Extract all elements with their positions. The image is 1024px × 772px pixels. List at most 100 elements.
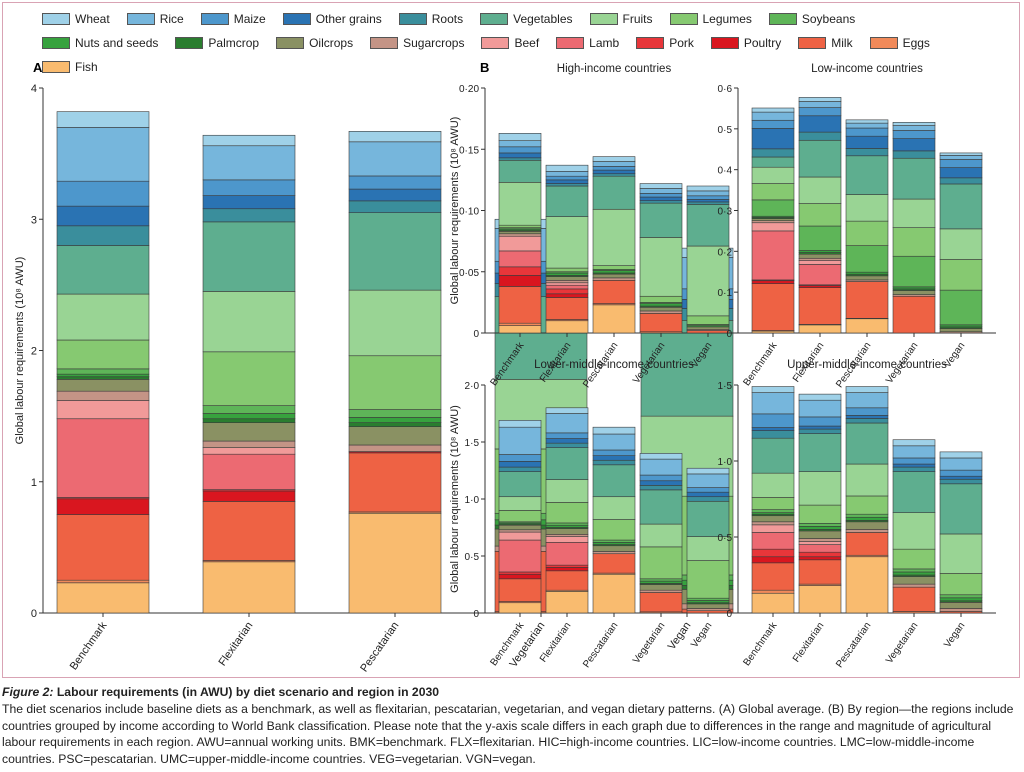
bar-segment (892, 457, 936, 465)
bar-segment (348, 422, 442, 427)
bar-segment (686, 315, 730, 325)
bar-segment (348, 141, 442, 177)
bar-segment (498, 578, 542, 602)
bar-segment (798, 538, 842, 542)
bar-segment (498, 602, 542, 614)
bar-segment (845, 245, 889, 273)
legend-item: Rice (126, 10, 184, 27)
bar-segment (639, 580, 683, 584)
bar-segment (892, 255, 936, 288)
bar-segment (202, 501, 296, 561)
bar-segment (545, 179, 589, 184)
bar-segment (939, 573, 983, 596)
y-tick-label: 0·3 (718, 207, 733, 218)
y-tick-label: 0·5 (718, 125, 733, 136)
bar-segment (348, 452, 442, 513)
bar-segment (798, 139, 842, 178)
x-tick-label: Vegan (942, 620, 967, 650)
bar-segment (845, 220, 889, 246)
bar-segment (639, 196, 683, 201)
bar-segment (686, 496, 730, 502)
legend-label: Lamb (589, 35, 620, 50)
bar-segment (798, 260, 842, 265)
bar-segment (545, 185, 589, 217)
bar-segment (892, 548, 936, 570)
bar-segment (639, 489, 683, 525)
bar-segment (939, 469, 983, 477)
x-tick-label: Pescatarian (581, 620, 620, 670)
bar-segment (202, 561, 296, 614)
bar-segment (202, 291, 296, 353)
bar-segment (751, 230, 795, 281)
y-tick-label: 0·5 (465, 552, 480, 563)
bar-segment (545, 479, 589, 503)
bar-segment (751, 592, 795, 614)
bar-segment (751, 128, 795, 150)
bar-segment (845, 556, 889, 614)
legend-label: Eggs (902, 35, 930, 50)
bar-segment (639, 313, 683, 333)
legend-item: Palmcrop (175, 34, 259, 51)
bar-segment (845, 407, 889, 416)
bar-segment (845, 415, 889, 419)
x-tick-label: Benchmark (741, 340, 780, 389)
bar-segment (798, 556, 842, 561)
bar-segment (545, 183, 589, 187)
bar-segment (939, 608, 983, 612)
bar-segment (592, 277, 636, 281)
bar-segment (939, 289, 983, 326)
legend-swatch (42, 60, 70, 73)
bar-segment (892, 138, 936, 152)
bar-segment (498, 571, 542, 575)
legend-swatch (276, 36, 305, 49)
bar-segment (545, 534, 589, 537)
panel-title: Upper-middle-income countries (787, 359, 947, 371)
legend-item: Wheat (42, 10, 110, 27)
bar-segment (798, 257, 842, 261)
bar-segment (348, 131, 442, 143)
bar-segment (202, 195, 296, 210)
bar-segment (639, 584, 683, 591)
bar-segment (798, 425, 842, 430)
bar-segment (592, 273, 636, 279)
legend-swatch (126, 12, 155, 25)
bar-segment (592, 161, 636, 167)
bar-segment (592, 175, 636, 210)
legend-item: Vegetables (480, 10, 573, 27)
y-tick-label: 1·0 (718, 457, 733, 468)
bar-segment (686, 597, 730, 601)
x-tick-label: Vegan (666, 620, 694, 652)
x-tick-label: Pescatarian (834, 620, 873, 670)
bar-segment (545, 284, 589, 290)
bar-segment (639, 200, 683, 204)
bar-segment (592, 459, 636, 466)
panel-label-a: A (33, 60, 43, 75)
bar-segment (892, 445, 936, 459)
bar-segment (348, 188, 442, 202)
bar-segment (798, 541, 842, 545)
bar-segment (545, 528, 589, 535)
legend-label: Soybeans (801, 11, 856, 26)
legend-label: Vegetables (513, 11, 573, 26)
bar-segment (686, 201, 730, 205)
bar-segment (348, 426, 442, 446)
bar-segment (751, 283, 795, 331)
bar-segment (892, 130, 936, 139)
bar-segment (798, 225, 842, 251)
bar-segment (639, 480, 683, 486)
y-tick-label: 1·5 (718, 381, 733, 392)
bar-segment (892, 198, 936, 228)
bar-segment (202, 422, 296, 442)
legend-item: Milk (798, 34, 853, 51)
bar-segment (798, 97, 842, 102)
bar-segment (56, 514, 150, 581)
y-axis-label: Global labour requirements (10⁸ AWU) (449, 117, 461, 305)
bar-segment (545, 536, 589, 543)
panel-label-b: B (480, 60, 489, 75)
bar-segment (751, 218, 795, 222)
bar-segment (639, 303, 683, 307)
bar-segment (686, 560, 730, 599)
legend-label: Fruits (622, 11, 653, 26)
bar-segment (798, 526, 842, 530)
bar-segment (892, 466, 936, 472)
